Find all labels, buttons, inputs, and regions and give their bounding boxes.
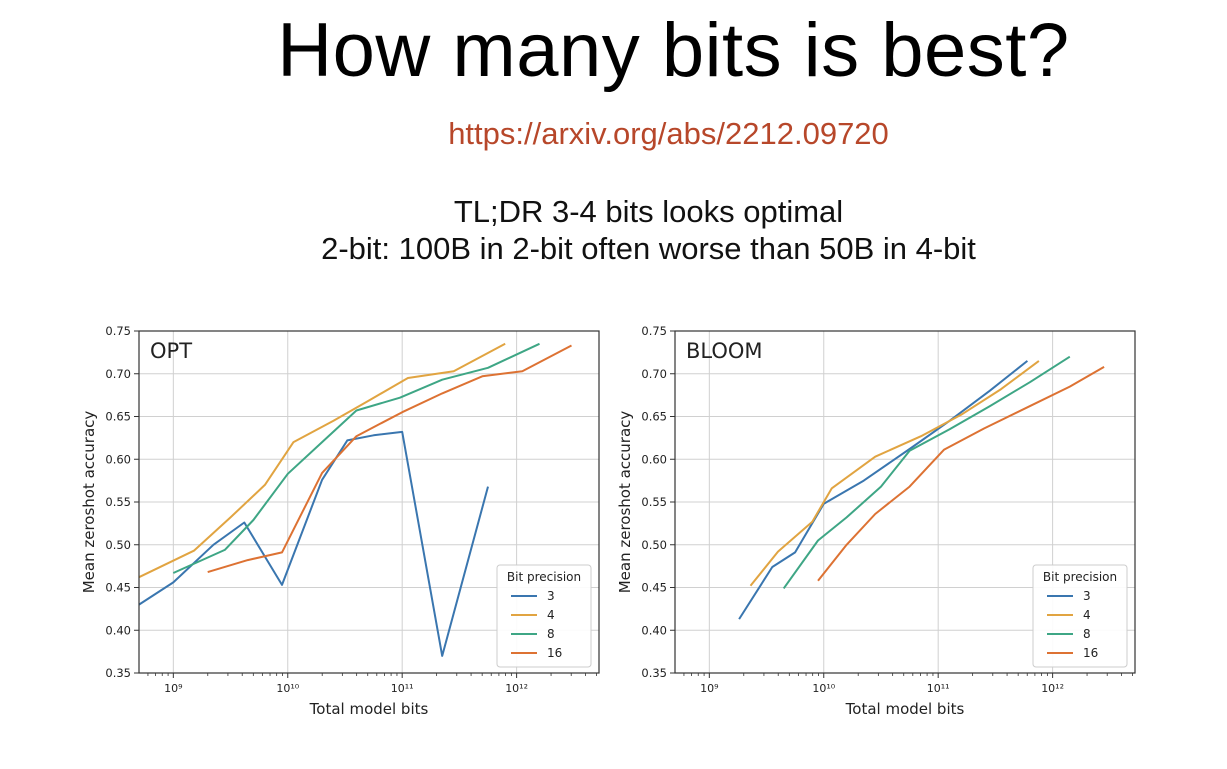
- x-tick-label: 10¹²: [505, 682, 528, 695]
- x-tick-label: 10¹²: [1041, 682, 1064, 695]
- legend-entry-8: 8: [547, 627, 555, 641]
- series-line-4: [138, 342, 506, 579]
- x-tick-label: 10¹⁰: [812, 682, 835, 695]
- panel-title: BLOOM: [686, 339, 763, 363]
- legend-entry-4: 4: [1083, 608, 1091, 622]
- plot-frame: [674, 330, 1136, 674]
- paper-link[interactable]: https://arxiv.org/abs/2212.09720: [448, 116, 889, 151]
- y-tick-label: 0.45: [105, 581, 131, 595]
- legend-box: [1032, 564, 1128, 668]
- y-tick-label: 0.45: [641, 581, 667, 595]
- x-tick-label: 10⁹: [164, 682, 182, 695]
- y-tick-label: 0.65: [105, 410, 131, 424]
- chart-0: 0.35 0.40 0.45 0.50 0.55 0.60 0.65 0.70 0.75 10⁹ 1…: [80, 324, 600, 718]
- x-axis-label: Total model bits: [845, 700, 965, 718]
- y-tick-label: 0.50: [641, 538, 667, 552]
- y-tick-label: 0.55: [641, 495, 667, 509]
- y-tick-label: 0.70: [105, 367, 131, 381]
- x-tick-label: 10¹⁰: [276, 682, 299, 695]
- y-tick-label: 0.60: [641, 452, 667, 466]
- summary-line-1: TL;DR 3-4 bits looks optimal: [453, 194, 844, 229]
- y-tick-label: 0.75: [105, 324, 131, 338]
- legend-title: Bit precision: [1043, 570, 1117, 584]
- x-tick-label: 10⁹: [700, 682, 718, 695]
- series-line-16: [207, 344, 572, 574]
- y-tick-label: 0.40: [641, 623, 667, 637]
- plot-frame: [138, 330, 600, 674]
- y-tick-label: 0.35: [105, 666, 131, 680]
- y-tick-label: 0.65: [641, 410, 667, 424]
- legend-box: [496, 564, 592, 668]
- summary-line-2: 2-bit: 100B in 2-bit often worse than 50…: [321, 231, 976, 266]
- y-axis-label: Mean zeroshot accuracy: [80, 411, 98, 594]
- legend-entry-16: 16: [1083, 646, 1098, 660]
- summary-text: TL;DR 3-4 bits looks optimal 2-bit: 100B…: [0, 193, 1227, 267]
- series-line-3: [138, 430, 489, 657]
- y-tick-label: 0.60: [105, 452, 131, 466]
- x-tick-label: 10¹¹: [391, 682, 414, 695]
- panel-title: OPT: [150, 339, 192, 363]
- y-tick-label: 0.35: [641, 666, 667, 680]
- legend: Bit precision 3 4 8 16: [1032, 564, 1128, 668]
- series-line-8: [782, 355, 1071, 589]
- slide-title: How many bits is best?: [277, 8, 1070, 93]
- y-tick-label: 0.40: [105, 623, 131, 637]
- y-tick-label: 0.75: [641, 324, 667, 338]
- legend-entry-8: 8: [1083, 627, 1091, 641]
- series-line-3: [738, 360, 1029, 620]
- legend-entry-16: 16: [547, 646, 562, 660]
- y-tick-label: 0.55: [105, 495, 131, 509]
- y-tick-label: 0.50: [105, 538, 131, 552]
- x-axis-label: Total model bits: [309, 700, 429, 718]
- series-line-4: [749, 360, 1040, 587]
- legend-entry-3: 3: [1083, 589, 1091, 603]
- legend-entry-3: 3: [547, 589, 555, 603]
- y-axis-label: Mean zeroshot accuracy: [616, 411, 634, 594]
- legend: Bit precision 3 4 8 16: [496, 564, 592, 668]
- chart-1: 0.35 0.40 0.45 0.50 0.55 0.60 0.65 0.70 0.75 10⁹ 1…: [616, 324, 1136, 718]
- series-line-8: [172, 342, 540, 574]
- x-tick-label: 10¹¹: [927, 682, 950, 695]
- y-tick-label: 0.70: [641, 367, 667, 381]
- legend-entry-4: 4: [547, 608, 555, 622]
- legend-title: Bit precision: [507, 570, 581, 584]
- series-line-16: [817, 366, 1105, 582]
